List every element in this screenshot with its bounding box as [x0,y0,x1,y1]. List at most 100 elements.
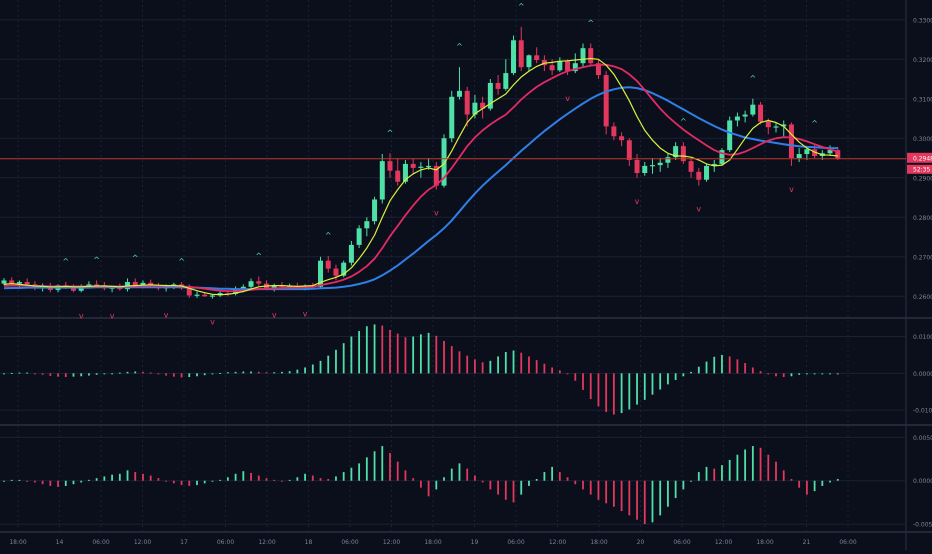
candle-body[interactable] [572,63,578,72]
candle-body[interactable] [758,104,764,122]
oscillator-2-bar [342,472,345,481]
candle-body[interactable] [364,221,370,229]
candle-body[interactable] [418,166,424,168]
candle-body[interactable] [534,55,540,61]
candle-body[interactable] [595,63,601,76]
candle-body[interactable] [487,82,493,109]
candle-body[interactable] [495,82,501,89]
candle-body[interactable] [117,287,123,290]
candle-body[interactable] [835,150,841,159]
candle-body[interactable] [526,55,532,68]
candle-body[interactable] [148,282,154,286]
candle-body[interactable] [518,40,524,68]
candle-body[interactable] [827,150,833,154]
candle-body[interactable] [387,161,393,171]
candle-body[interactable] [603,75,609,127]
candle-body[interactable] [456,90,462,97]
candle-body[interactable] [796,154,802,158]
candle-body[interactable] [696,171,702,180]
candle-body[interactable] [557,61,563,71]
candle-body[interactable] [132,282,138,286]
candle-body[interactable] [773,126,779,128]
swing-high-marker: ^ [587,18,594,27]
candle-body[interactable] [611,126,617,137]
candle-body[interactable] [433,165,439,186]
candle-body[interactable] [781,124,787,127]
candle-body[interactable] [9,280,15,284]
oscillator-panel-2[interactable] [3,446,839,525]
candle-body[interactable] [657,162,663,166]
candle-body[interactable] [348,244,354,263]
candle-body[interactable] [441,138,447,186]
candle-body[interactable] [318,260,324,287]
candle-body[interactable] [742,114,748,117]
candle-body[interactable] [673,146,679,158]
candle-body[interactable] [649,165,655,167]
candle-body[interactable] [225,293,231,295]
candle-body[interactable] [70,287,76,291]
candle-body[interactable] [426,165,432,168]
oscillator-1-bar [759,371,762,374]
candle-body[interactable] [634,159,640,174]
candle-body[interactable] [325,260,331,269]
candle-body[interactable] [209,295,215,297]
candle-body[interactable] [240,286,246,290]
oscillator-panel-1[interactable] [3,324,839,415]
candle-body[interactable] [16,282,22,284]
candle-body[interactable] [642,165,648,174]
oscillator-1-bar [782,373,785,378]
candle-body[interactable] [202,294,208,297]
candle-body[interactable] [464,90,470,115]
oscillator-2-bar [620,480,623,512]
countdown-label: 52:35 [913,167,930,174]
candle-body[interactable] [356,228,362,245]
candle-body[interactable] [580,48,586,64]
candle-body[interactable] [333,268,339,276]
candle-body[interactable] [688,161,694,172]
candle-body[interactable] [665,157,671,163]
candle-body[interactable] [788,124,794,158]
candle-body[interactable] [750,104,756,115]
candle-body[interactable] [194,294,200,296]
candle-body[interactable] [395,170,401,182]
candle-body[interactable] [480,102,486,109]
candle-body[interactable] [765,121,771,128]
candle-body[interactable] [449,96,455,139]
candle-body[interactable] [379,161,385,200]
candle-body[interactable] [626,140,632,160]
candle-body[interactable] [140,282,146,286]
oscillator-2-bar [118,473,121,481]
candle-body[interactable] [727,120,733,151]
candle-body[interactable] [719,150,725,164]
oscillator-1-bar [226,372,229,374]
candle-body[interactable] [256,281,262,284]
candle-body[interactable] [619,136,625,141]
candle-body[interactable] [511,40,517,74]
candle-body[interactable] [94,284,100,286]
candle-body[interactable] [341,262,347,276]
candle-body[interactable] [503,73,509,89]
osc1-axis-tick-label: 0.0100 [913,334,932,341]
candle-body[interactable] [186,288,192,296]
candle-body[interactable] [86,284,92,286]
candle-body[interactable] [1,280,7,284]
candle-body[interactable] [372,199,378,222]
candle-body[interactable] [804,149,810,155]
candle-body[interactable] [734,116,740,121]
candle-body[interactable] [402,163,408,182]
candle-body[interactable] [711,163,717,166]
candle-body[interactable] [410,163,416,168]
candle-body[interactable] [549,65,555,71]
candle-body[interactable] [24,282,30,285]
candle-body[interactable] [472,102,478,115]
candle-body[interactable] [565,61,571,72]
candle-body[interactable] [680,146,686,162]
candle-body[interactable] [271,285,277,289]
price-panel[interactable]: ^ v ^ v ^ v ^ v ^ v v ^ ^ v ^ ^ v ^ v ^ v ^ v ^ [0,2,906,327]
oscillator-1-bar [149,372,152,374]
candle-body[interactable] [248,281,254,287]
oscillator-2-bar [721,465,723,481]
candle-body[interactable] [704,165,710,180]
candle-body[interactable] [588,48,594,64]
